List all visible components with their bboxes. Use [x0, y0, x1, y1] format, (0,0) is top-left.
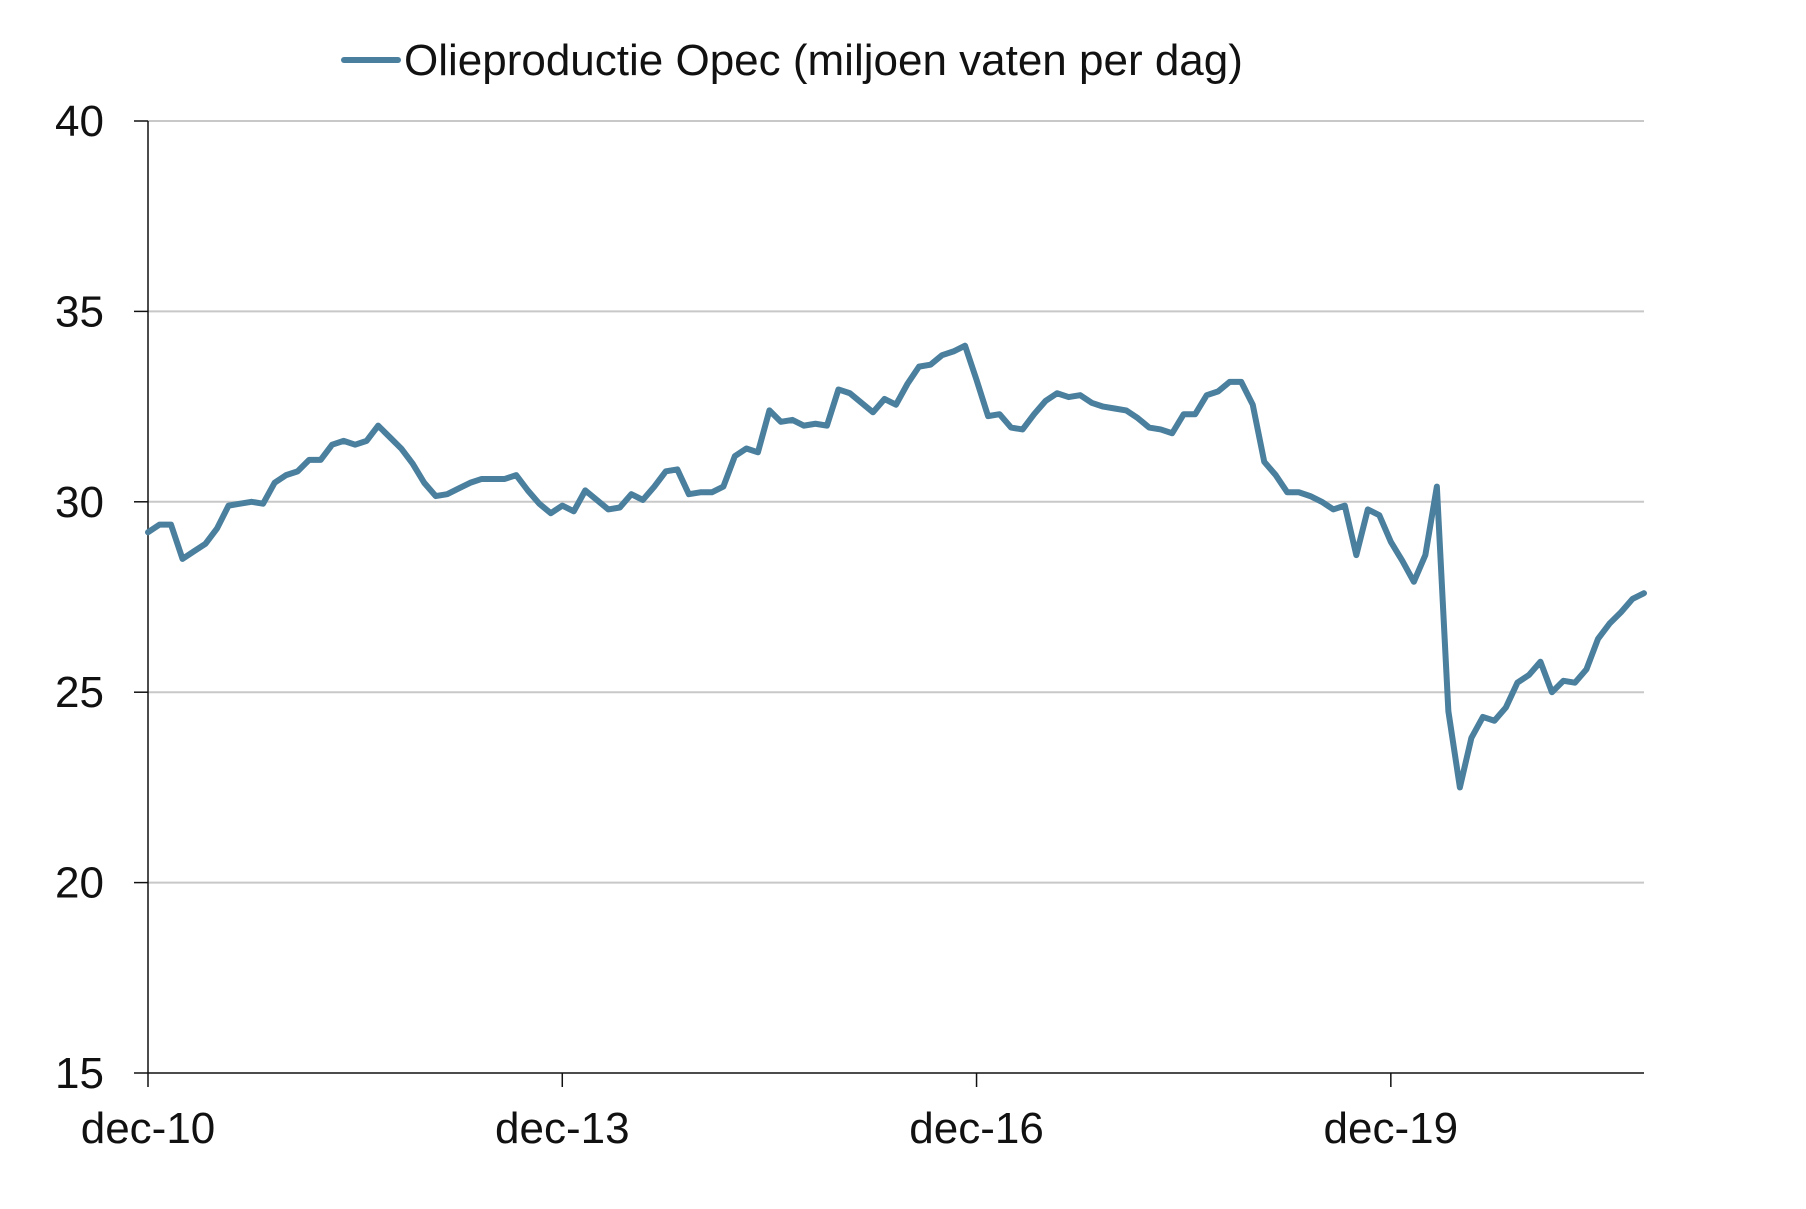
legend: Olieproductie Opec (miljoen vaten per da… [341, 36, 1243, 85]
series-line-0 [145, 342, 1647, 791]
y-tick-label: 15 [55, 1049, 104, 1098]
x-tick-label: dec-19 [1324, 1104, 1459, 1153]
y-tick-label: 25 [55, 668, 104, 717]
x-tick-label: dec-13 [495, 1104, 630, 1153]
x-tick-label: dec-10 [81, 1104, 216, 1153]
y-tick-label: 40 [55, 97, 104, 146]
y-tick-label: 30 [55, 478, 104, 527]
axes [134, 120, 1644, 1087]
series-layer [145, 342, 1647, 791]
tick-labels: 15 20 25 30 35 40 dec-10 dec-13 dec-16 dec-19 [55, 97, 1458, 1153]
y-tick-label: 20 [55, 859, 104, 908]
y-tick-label: 35 [55, 287, 104, 336]
gridlines [148, 120, 1644, 884]
legend-label: Olieproductie Opec (miljoen vaten per da… [404, 36, 1243, 85]
x-tick-label: dec-16 [909, 1104, 1044, 1153]
